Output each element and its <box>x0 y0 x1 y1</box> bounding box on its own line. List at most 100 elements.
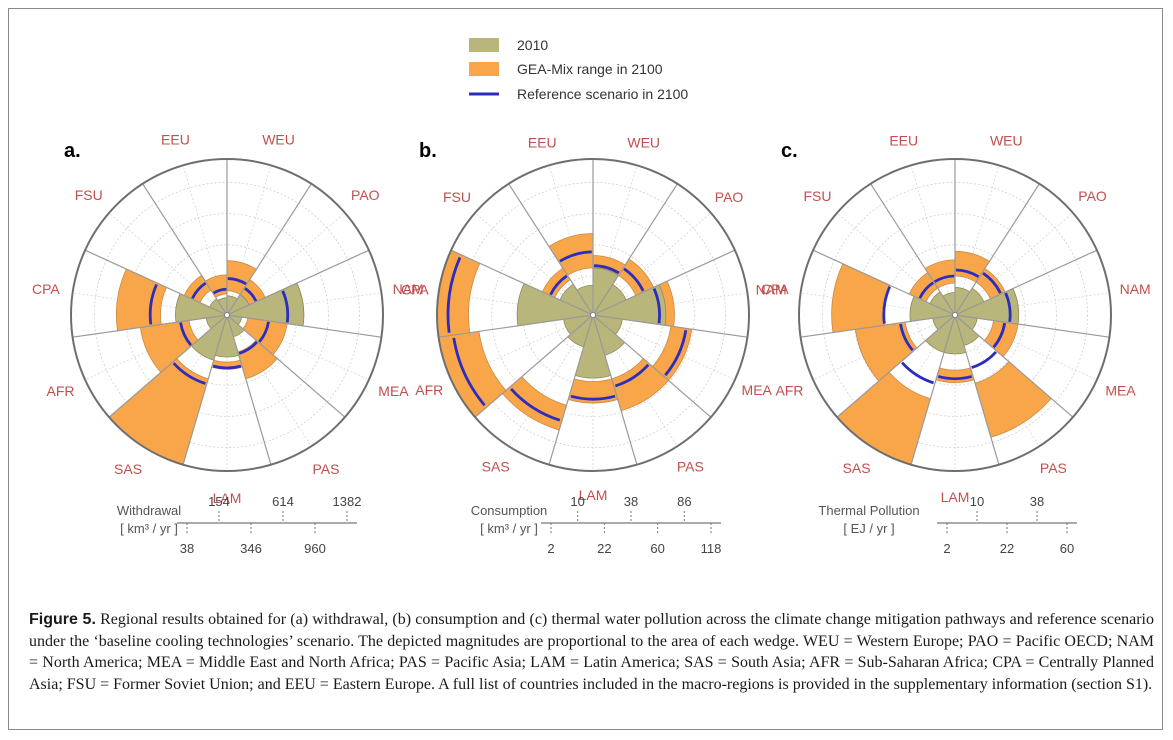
reference-arc-lam <box>570 394 616 401</box>
region-label-pao: PAO <box>351 187 380 203</box>
region-label-cpa: CPA <box>401 281 429 297</box>
sector-boundary-7 <box>108 314 228 418</box>
sector-boundary-3 <box>592 314 748 338</box>
reference-arc-lam <box>937 375 973 381</box>
polar-outer-ring <box>436 158 750 472</box>
scale-lower-tick-label: 60 <box>1060 541 1074 556</box>
scale-title: Thermal Pollution <box>818 503 919 518</box>
region-label-fsu: FSU <box>803 188 831 204</box>
reference-arc-cpa <box>446 256 462 333</box>
region-label-sas: SAS <box>482 458 510 474</box>
region-label-pas: PAS <box>1040 460 1067 476</box>
polar-center <box>952 312 958 318</box>
sector-boundary-3 <box>226 314 382 338</box>
scale-upper-tick-label: 86 <box>677 494 691 509</box>
reference-arc-pao <box>982 272 1002 294</box>
scale-upper-tick-label: 10 <box>570 494 584 509</box>
reference-arc-fsu <box>549 274 568 296</box>
reference-arc-pas <box>971 350 997 369</box>
sector-boundary-6 <box>182 314 228 465</box>
grid-radial-pas <box>226 314 312 447</box>
grid-radial-mea <box>954 314 1098 381</box>
reference-arc-fsu <box>191 281 207 300</box>
sector-boundary-9 <box>84 249 228 316</box>
sector-boundary-1 <box>226 183 312 316</box>
sector-boundary-4 <box>226 314 346 418</box>
region-label-lam: LAM <box>941 489 970 505</box>
region-label-mea: MEA <box>378 383 409 399</box>
region-label-sas: SAS <box>114 461 142 477</box>
sector-boundary-10 <box>142 183 228 316</box>
sector-boundary-10 <box>508 183 594 316</box>
reference-arc-weu <box>593 264 620 275</box>
sector-boundary-7 <box>474 314 594 418</box>
reference-arc-nam <box>652 288 661 324</box>
sector-boundary-2 <box>226 249 370 316</box>
region-label-lam: LAM <box>579 487 608 503</box>
region-label-cpa: CPA <box>761 281 789 297</box>
scale-lower-tick-label: 118 <box>701 541 722 556</box>
reference-arc-mea <box>664 330 688 377</box>
sector-boundary-5 <box>226 314 272 465</box>
sector-boundary-2 <box>954 249 1098 316</box>
legend-swatch-1 <box>469 62 499 76</box>
panels: WEU PAO NAM MEA PAS LAM SAS AFR CPA FSU EEU a. 38 154… <box>32 131 1151 556</box>
sector-boundary-9 <box>812 249 956 316</box>
sector-boundary-2 <box>592 249 736 316</box>
scale-lower-tick-label: 960 <box>304 541 326 556</box>
region-label-pas: PAS <box>677 458 704 474</box>
region-label-lam: LAM <box>213 490 242 506</box>
reference-arc-mea <box>992 322 1007 349</box>
reference-arc-cpa <box>882 286 891 324</box>
legend-label-2: Reference scenario in 2100 <box>517 86 688 102</box>
sector-boundary-8 <box>72 314 228 338</box>
sector-boundary-4 <box>592 314 712 418</box>
figure-frame: 2010 GEA-Mix range in 2100 Reference scena… <box>8 8 1163 730</box>
polar-center <box>224 312 230 318</box>
reference-arc-pao <box>623 267 645 292</box>
caption-text: Regional results obtained for (a) withdr… <box>29 611 1155 693</box>
panel-letter: c. <box>781 140 798 162</box>
scale-title: Withdrawal <box>117 503 181 518</box>
reference-arc-fsu <box>918 281 935 299</box>
scale-lower-tick-label: 60 <box>650 541 664 556</box>
scale-title: Consumption <box>471 503 548 518</box>
scale-lower-tick-label: 38 <box>180 541 194 556</box>
scale-lower-tick-label: 22 <box>597 541 611 556</box>
scale-upper-tick-label: 154 <box>208 494 230 509</box>
panel-letter: a. <box>64 140 81 162</box>
sector-boundary-9 <box>450 249 594 316</box>
sector-boundary-6 <box>910 314 956 465</box>
scale-upper-tick-label: 38 <box>624 494 638 509</box>
region-label-weu: WEU <box>990 132 1023 148</box>
reference-arc-weu <box>227 277 247 286</box>
sector-boundary-4 <box>954 314 1074 418</box>
region-label-afr: AFR <box>47 383 75 399</box>
region-label-fsu: FSU <box>443 189 471 205</box>
figure-canvas: 2010 GEA-Mix range in 2100 Reference scena… <box>32 37 1151 556</box>
region-label-nam: NAM <box>756 281 787 297</box>
panel-a: WEU PAO NAM MEA PAS LAM SAS AFR CPA FSU EEU a. 38 154… <box>32 131 424 556</box>
legend-label-1: GEA-Mix range in 2100 <box>517 61 663 77</box>
region-label-eeu: EEU <box>889 132 918 148</box>
region-label-mea: MEA <box>1105 383 1136 399</box>
sector-boundary-6 <box>548 314 594 465</box>
reference-arc-nam <box>1004 292 1012 322</box>
region-label-weu: WEU <box>627 134 660 150</box>
region-label-nam: NAM <box>1120 281 1151 297</box>
sector-boundary-5 <box>954 314 1000 465</box>
legend: 2010 GEA-Mix range in 2100 Reference scena… <box>469 37 688 102</box>
sector-boundary-8 <box>800 314 956 338</box>
reference-arc-afr <box>452 337 486 407</box>
reference-arc-eeu <box>933 274 955 284</box>
polar-outer-ring <box>70 158 384 472</box>
reference-arc-sas <box>510 387 561 422</box>
reference-arc-eeu <box>559 250 592 263</box>
reference-arc-pas <box>238 341 258 355</box>
scale-lower-tick-label: 2 <box>943 541 950 556</box>
sector-boundary-3 <box>954 314 1110 338</box>
scale-lower-tick-label: 2 <box>547 541 554 556</box>
scale-upper-tick-label: 614 <box>272 494 294 509</box>
scale-units: [ km³ / yr ] <box>120 521 178 536</box>
sector-boundary-8 <box>438 314 594 338</box>
